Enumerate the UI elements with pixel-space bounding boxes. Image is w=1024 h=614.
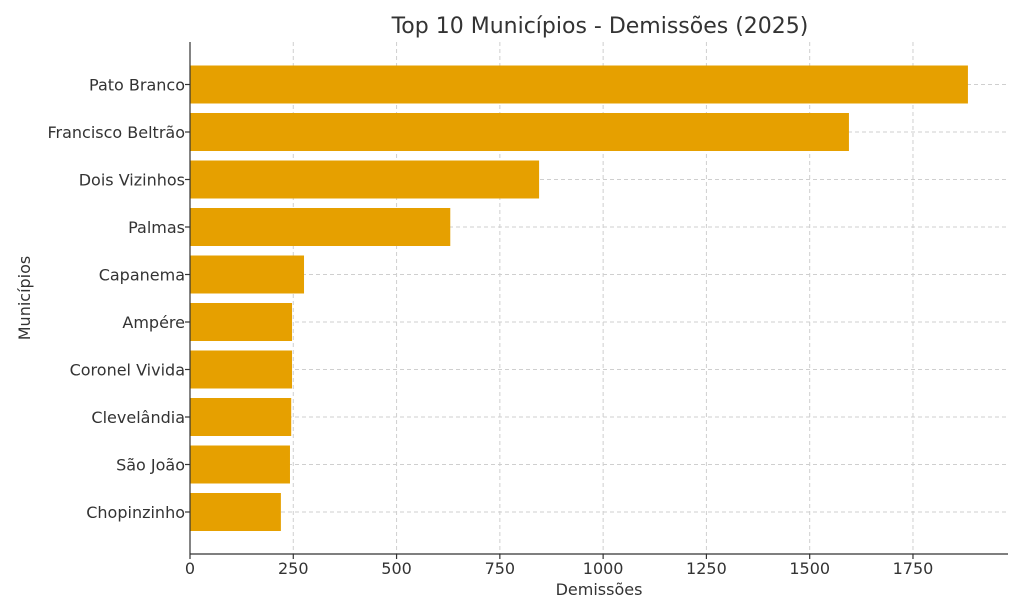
- x-tick-label: 1750: [893, 559, 934, 578]
- y-tick-label: Ampére: [122, 313, 185, 332]
- y-tick-label: São João: [116, 456, 185, 475]
- bar: [190, 493, 281, 531]
- y-tick-label: Chopinzinho: [86, 503, 185, 522]
- x-tick-label: 250: [278, 559, 309, 578]
- y-tick-label: Coronel Vivida: [70, 361, 185, 380]
- chart-title: Top 10 Municípios - Demissões (2025): [391, 14, 809, 39]
- bar: [190, 65, 968, 104]
- x-ticks: 0 250 500 750 1000 1250 1500 1750: [185, 554, 933, 578]
- x-axis-label: Demissões: [556, 580, 643, 599]
- bar: [190, 398, 292, 436]
- bar: [190, 350, 293, 389]
- bar: [190, 303, 293, 341]
- x-tick-label: 0: [185, 559, 195, 578]
- x-tick-label: 750: [485, 559, 516, 578]
- x-tick-label: 500: [381, 559, 412, 578]
- bar: [190, 160, 540, 199]
- y-tick-label: Capanema: [99, 266, 185, 285]
- bar: [190, 255, 305, 294]
- y-axis-label: Municípios: [15, 256, 34, 341]
- bar: [190, 445, 290, 484]
- x-tick-label: 1500: [789, 559, 830, 578]
- y-tick-label: Pato Branco: [89, 76, 185, 95]
- bars: [190, 65, 968, 531]
- bar: [190, 208, 451, 246]
- y-ticks: Pato Branco Francisco Beltrão Dois Vizinho…: [47, 76, 190, 522]
- y-tick-label: Dois Vizinhos: [79, 171, 185, 190]
- y-tick-label: Palmas: [128, 218, 185, 237]
- bar: [190, 113, 849, 151]
- y-tick-label: Francisco Beltrão: [47, 123, 185, 142]
- x-tick-label: 1000: [583, 559, 624, 578]
- x-tick-label: 1250: [686, 559, 727, 578]
- y-tick-label: Clevelândia: [91, 408, 185, 427]
